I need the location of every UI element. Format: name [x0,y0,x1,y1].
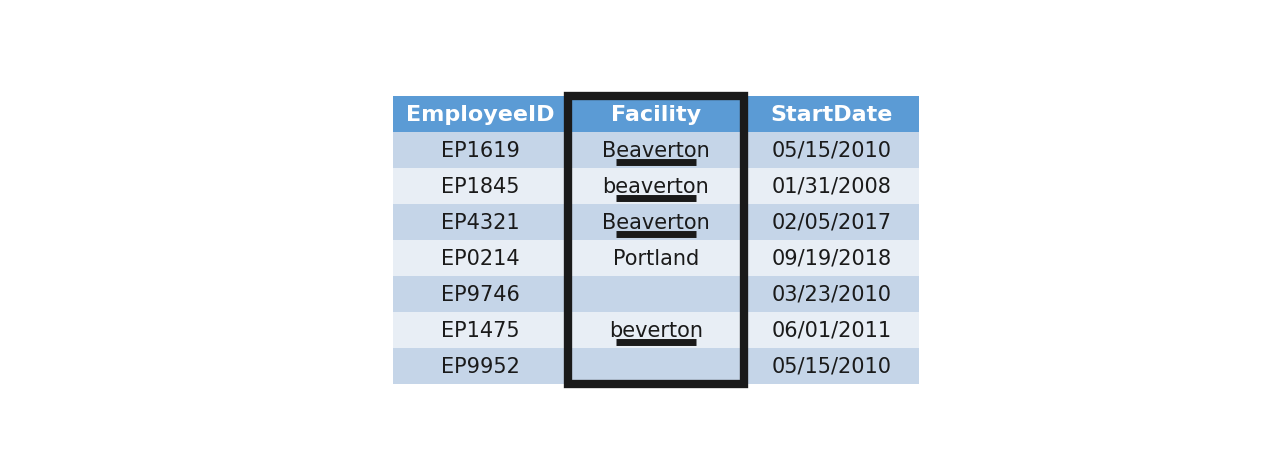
Text: EP1845: EP1845 [442,177,520,197]
Text: 05/15/2010: 05/15/2010 [772,141,891,161]
Bar [393,276,568,312]
Bar [744,204,919,240]
Bar [744,312,919,348]
Bar [568,96,744,384]
Text: 02/05/2017: 02/05/2017 [772,212,891,233]
Bar [568,96,744,132]
Text: beaverton: beaverton [603,177,709,197]
Bar [568,168,744,204]
Bar [393,132,568,168]
Text: EmployeeID: EmployeeID [407,105,556,125]
Bar [568,204,744,240]
Text: Facility: Facility [611,105,701,125]
Bar [744,168,919,204]
Bar [568,240,744,276]
Bar [744,240,919,276]
Bar [393,96,568,132]
Text: Portland: Portland [613,248,699,268]
Text: 09/19/2018: 09/19/2018 [772,248,891,268]
Text: EP9746: EP9746 [442,284,520,304]
Text: EP1619: EP1619 [442,141,520,161]
Bar [393,168,568,204]
Bar [744,96,919,132]
Text: 06/01/2011: 06/01/2011 [772,320,891,340]
Text: Beaverton: Beaverton [602,141,710,161]
Bar [744,348,919,384]
Bar [393,312,568,348]
Text: beverton: beverton [609,320,703,340]
Text: EP4321: EP4321 [442,212,520,233]
Text: 03/23/2010: 03/23/2010 [772,284,891,304]
Text: StartDate: StartDate [771,105,892,125]
Bar [568,276,744,312]
Bar [568,348,744,384]
Bar [744,276,919,312]
Text: EP9952: EP9952 [442,356,520,376]
Bar [393,348,568,384]
Bar [568,312,744,348]
Text: Beaverton: Beaverton [602,212,710,233]
Bar [568,132,744,168]
Text: EP0214: EP0214 [442,248,520,268]
Bar [393,204,568,240]
Bar [393,240,568,276]
Text: 01/31/2008: 01/31/2008 [772,177,891,197]
Text: EP1475: EP1475 [442,320,520,340]
Bar [744,132,919,168]
Text: 05/15/2010: 05/15/2010 [772,356,891,376]
